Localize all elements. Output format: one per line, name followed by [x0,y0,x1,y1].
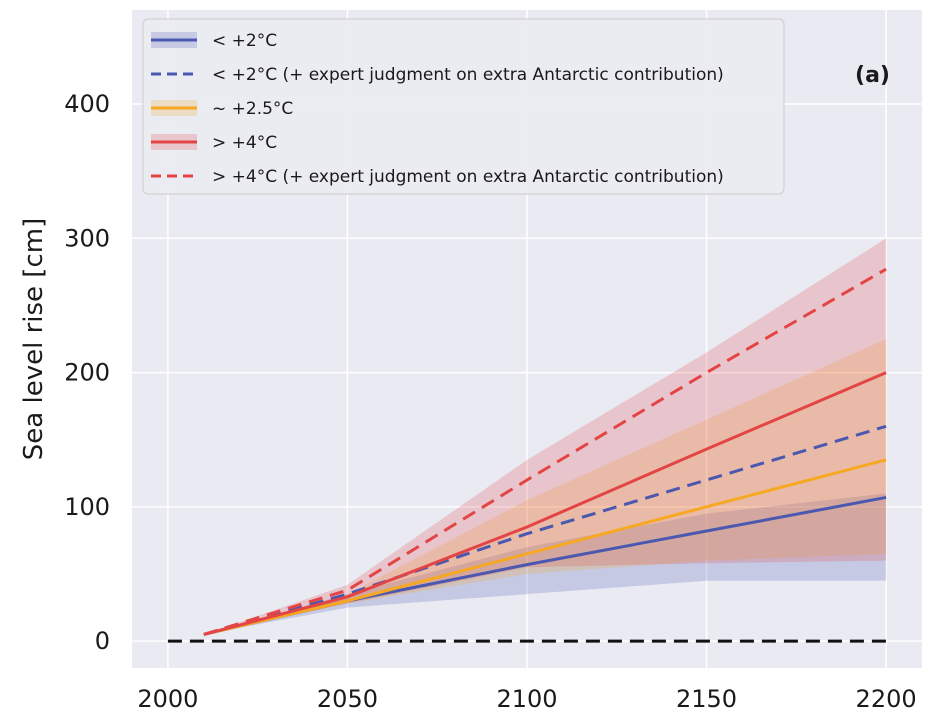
uncertainty-band [203,238,887,635]
y-axis-label: Sea level rise [cm] [19,218,49,460]
legend-frame [142,18,785,195]
x-axis-ticks: 2000 2050 2100 2150 2200 [137,685,916,713]
y-tick-label: 200 [64,359,110,387]
x-tick-label: 2050 [317,685,378,713]
x-tick-label: 2100 [496,685,557,713]
series-line [203,267,887,636]
x-tick-label: 2150 [676,685,737,713]
legend-label: < +2°C (+ expert judgment on extra Antar… [212,65,724,85]
series-line [203,371,887,636]
y-axis-ticks: 0 100 200 300 400 [64,90,110,655]
legend-label: > +4°C [212,133,277,153]
legend-label: < +2°C [212,31,277,51]
x-tick-label: 2200 [856,685,917,713]
y-tick-label: 400 [64,90,110,118]
legend: < +2°C < +2°C (+ expert judgment on extra… [142,18,785,195]
series-line [203,424,887,636]
legend-label: > +4°C (+ expert judgment on extra Antar… [212,167,724,187]
panel-label: (a) [855,63,890,88]
x-tick-label: 2000 [137,685,198,713]
y-tick-label: 300 [64,224,110,252]
y-tick-label: 100 [64,493,110,521]
y-tick-label: 0 [95,627,110,655]
legend-label: ~ +2.5°C [212,99,293,119]
uncertainty-band [203,339,887,635]
series-lines [203,267,887,636]
series-line [203,458,887,636]
